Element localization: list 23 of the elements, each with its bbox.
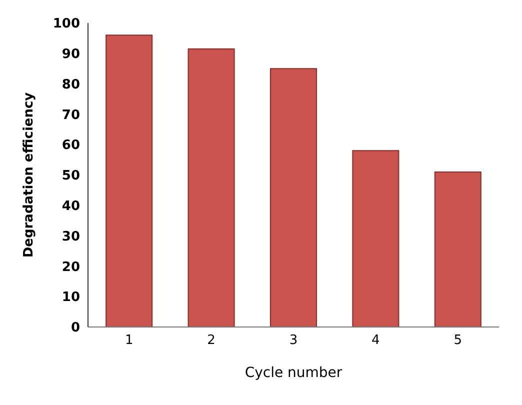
y-tick-label: 90 [62, 47, 80, 62]
bar [270, 68, 317, 327]
y-axis-title: Degradation efficiency [22, 92, 37, 258]
x-tick-label: 5 [454, 333, 462, 348]
y-tick-label: 30 [62, 229, 80, 244]
bar [106, 34, 153, 327]
y-tick-label: 60 [62, 138, 80, 154]
y-tick-label: 20 [62, 260, 80, 275]
y-tick-label: 100 [52, 16, 80, 32]
y-tick-label: 40 [62, 199, 80, 214]
x-tick-label: 1 [124, 333, 134, 348]
y-tick-label: 50 [62, 168, 80, 184]
x-tick-label: 4 [372, 333, 380, 348]
y-tick-label: 70 [62, 108, 80, 123]
bar [434, 171, 482, 327]
y-tick-label: 10 [62, 290, 80, 306]
bar [188, 48, 235, 327]
y-tick-label: 0 [70, 320, 80, 336]
y-tick-label: 80 [62, 77, 80, 92]
bar [352, 150, 400, 327]
x-axis-title: Cycle number [244, 365, 342, 381]
x-tick-label: 2 [207, 333, 216, 348]
x-tick-label: 3 [289, 333, 298, 348]
